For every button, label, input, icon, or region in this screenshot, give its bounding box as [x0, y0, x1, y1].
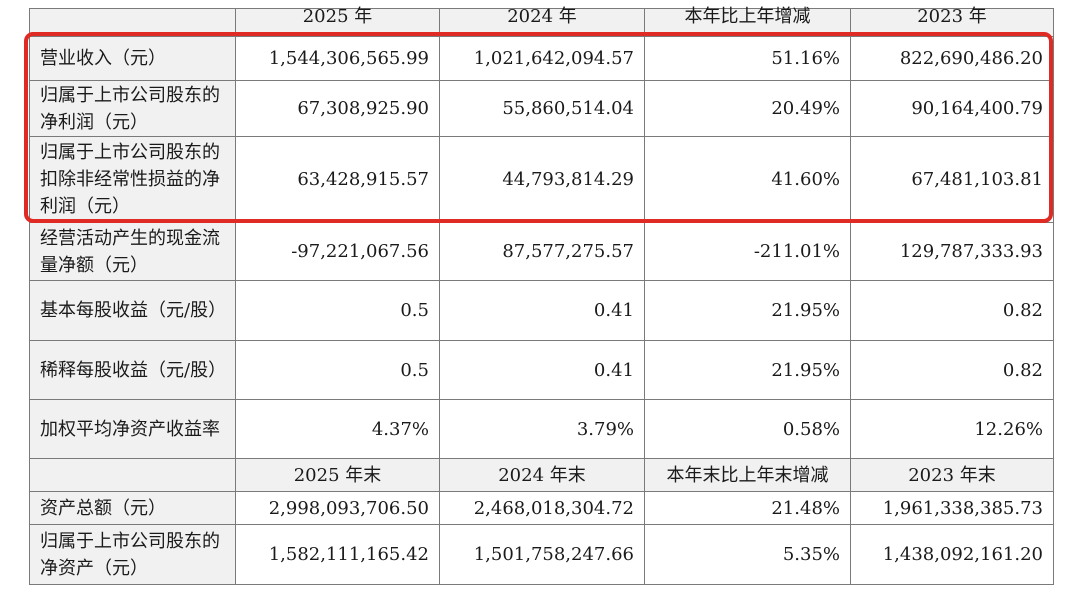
cell-change: -211.01%: [644, 222, 851, 281]
header-blank-cell: [29, 8, 236, 37]
cell-2025: 67,308,925.90: [235, 80, 440, 137]
cell-2024-end: 2,468,018,304.72: [439, 491, 645, 525]
header-cell: 2024 年末: [439, 458, 645, 492]
row-label: 资产总额（元）: [29, 491, 236, 525]
cell-2023: 0.82: [850, 340, 1054, 400]
row-label: 归属于上市公司股东的净利润（元）: [29, 80, 236, 137]
table-row: 稀释每股收益（元/股） 0.5 0.41 21.95% 0.82: [29, 340, 1054, 400]
cell-2024: 3.79%: [439, 399, 645, 459]
financial-table: 2025 年 2024 年 本年比上年增减 2023 年 营业收入（元） 1,5…: [29, 6, 1054, 585]
cell-change: 41.60%: [644, 136, 851, 223]
cell-2024: 87,577,275.57: [439, 222, 645, 281]
header-cell: 2024 年: [439, 6, 645, 37]
cell-change: 0.58%: [644, 399, 851, 459]
cell-change: 51.16%: [644, 36, 851, 81]
header-row-annual: 2025 年 2024 年 本年比上年增减 2023 年: [29, 6, 1054, 37]
table-row: 营业收入（元） 1,544,306,565.99 1,021,642,094.5…: [29, 36, 1054, 81]
table-row: 资产总额（元） 2,998,093,706.50 2,468,018,304.7…: [29, 491, 1054, 525]
row-label: 基本每股收益（元/股）: [29, 280, 236, 341]
cell-2023: 90,164,400.79: [850, 80, 1054, 137]
cell-2025: 0.5: [235, 280, 440, 341]
table-row: 归属于上市公司股东的净资产（元） 1,582,111,165.42 1,501,…: [29, 524, 1054, 585]
cell-change: 20.49%: [644, 80, 851, 137]
header-cell: 2023 年: [850, 6, 1054, 37]
header-row-yearend: 2025 年末 2024 年末 本年末比上年末增减 2023 年末: [29, 458, 1054, 492]
cell-2024: 44,793,814.29: [439, 136, 645, 223]
header-cell: 2025 年末: [235, 458, 440, 492]
row-label: 加权平均净资产收益率: [29, 399, 236, 459]
row-label: 营业收入（元）: [29, 36, 236, 81]
row-label: 归属于上市公司股东的扣除非经常性损益的净利润（元）: [29, 136, 236, 223]
table-row: 经营活动产生的现金流量净额（元） -97,221,067.56 87,577,2…: [29, 222, 1054, 281]
table-row: 归属于上市公司股东的净利润（元） 67,308,925.90 55,860,51…: [29, 80, 1054, 137]
row-label: 稀释每股收益（元/股）: [29, 340, 236, 400]
row-label: 归属于上市公司股东的净资产（元）: [29, 524, 236, 585]
cell-2025-end: 2,998,093,706.50: [235, 491, 440, 525]
table-row: 归属于上市公司股东的扣除非经常性损益的净利润（元） 63,428,915.57 …: [29, 136, 1054, 223]
header-cell: 2023 年末: [850, 458, 1054, 492]
cell-2023: 822,690,486.20: [850, 36, 1054, 81]
cell-change: 21.95%: [644, 280, 851, 341]
cell-2024: 1,021,642,094.57: [439, 36, 645, 81]
cell-2024: 0.41: [439, 340, 645, 400]
cell-2023: 0.82: [850, 280, 1054, 341]
table-row: 基本每股收益（元/股） 0.5 0.41 21.95% 0.82: [29, 280, 1054, 341]
header-cell: 本年比上年增减: [644, 6, 851, 37]
cell-2023: 129,787,333.93: [850, 222, 1054, 281]
header-blank-cell: [29, 458, 236, 492]
cell-2025: 0.5: [235, 340, 440, 400]
header-cell: 本年末比上年末增减: [644, 458, 851, 492]
cell-2024-end: 1,501,758,247.66: [439, 524, 645, 585]
table-row: 加权平均净资产收益率 4.37% 3.79% 0.58% 12.26%: [29, 399, 1054, 459]
cell-2024: 0.41: [439, 280, 645, 341]
cell-change: 21.95%: [644, 340, 851, 400]
cell-change: 5.35%: [644, 524, 851, 585]
cell-2023: 67,481,103.81: [850, 136, 1054, 223]
cell-2025: 1,544,306,565.99: [235, 36, 440, 81]
cell-2025: 4.37%: [235, 399, 440, 459]
header-cell: 2025 年: [235, 6, 440, 37]
cell-2023-end: 1,438,092,161.20: [850, 524, 1054, 585]
cell-2023: 12.26%: [850, 399, 1054, 459]
cell-2025: -97,221,067.56: [235, 222, 440, 281]
cell-2025-end: 1,582,111,165.42: [235, 524, 440, 585]
cell-2024: 55,860,514.04: [439, 80, 645, 137]
cell-change: 21.48%: [644, 491, 851, 525]
row-label: 经营活动产生的现金流量净额（元）: [29, 222, 236, 281]
cell-2023-end: 1,961,338,385.73: [850, 491, 1054, 525]
cell-2025: 63,428,915.57: [235, 136, 440, 223]
